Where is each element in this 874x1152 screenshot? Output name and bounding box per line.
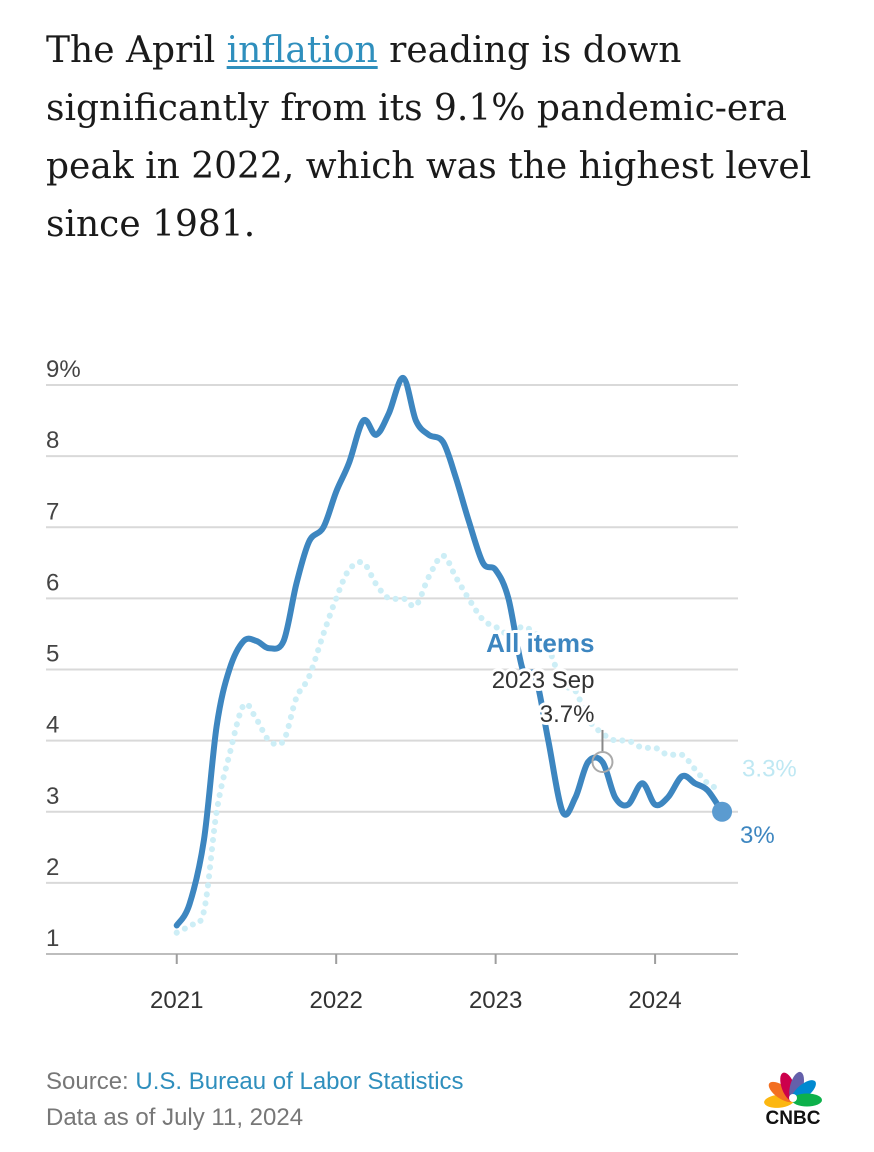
inflation-line-chart: 1 2 3 4 5 6 7 8 9% 2021 2022 2023 2024 3.3% 3% All it… bbox=[46, 356, 797, 1014]
y-tick-label-6: 6 bbox=[46, 569, 59, 596]
x-tick-label-2021: 2021 bbox=[150, 987, 203, 1014]
annotation-date-label: 2023 Sep bbox=[492, 667, 595, 694]
source-line: Source: U.S. Bureau of Labor Statistics bbox=[46, 1064, 464, 1100]
series-end-label: 3% bbox=[740, 822, 775, 849]
x-tick-label-2023: 2023 bbox=[469, 987, 522, 1014]
y-tick-label-5: 5 bbox=[46, 641, 59, 668]
source-link[interactable]: U.S. Bureau of Labor Statistics bbox=[135, 1068, 464, 1095]
dotted-series-end-label: 3.3% bbox=[742, 755, 797, 782]
annotation-value-label: 3.7% bbox=[540, 701, 595, 728]
inflation-link[interactable]: inflation bbox=[226, 30, 378, 71]
y-tick-label-8: 8 bbox=[46, 427, 59, 454]
y-tick-label-1: 1 bbox=[46, 925, 59, 952]
x-tick-label-2022: 2022 bbox=[309, 987, 362, 1014]
data-date-note: Data as of July 11, 2024 bbox=[46, 1104, 304, 1131]
cnbc-logo: CNBC bbox=[764, 1071, 822, 1128]
x-tick-label-2024: 2024 bbox=[628, 987, 681, 1014]
headline-after: reading is down significantly from its 9… bbox=[46, 30, 812, 245]
annotation-series-label: All items bbox=[486, 628, 594, 658]
series-line-all-items bbox=[173, 374, 726, 929]
annotation: All items 2023 Sep 3.7% bbox=[483, 625, 614, 773]
headline: The April inflation reading is down sign… bbox=[46, 22, 836, 254]
cnbc-logo-text: CNBC bbox=[766, 1108, 821, 1128]
peacock-body bbox=[789, 1094, 797, 1102]
annotation-marker bbox=[591, 750, 614, 773]
y-tick-label-7: 7 bbox=[46, 498, 59, 525]
source-prefix: Source: bbox=[46, 1068, 136, 1095]
y-tick-label-9: 9% bbox=[46, 356, 81, 383]
series-line-dotted bbox=[173, 552, 726, 936]
peacock-feather bbox=[792, 1093, 822, 1107]
y-tick-label-4: 4 bbox=[46, 712, 59, 739]
y-tick-label-2: 2 bbox=[46, 854, 59, 881]
grid-lines bbox=[46, 384, 738, 884]
nbc-peacock-icon bbox=[764, 1071, 822, 1108]
series-end-marker bbox=[712, 801, 733, 822]
axes: 1 2 3 4 5 6 7 8 9% 2021 2022 2023 2024 bbox=[46, 356, 738, 1014]
headline-before: The April bbox=[46, 30, 227, 71]
source-block: Source: U.S. Bureau of Labor Statistics … bbox=[46, 1064, 464, 1136]
series-lines: 3.3% 3% bbox=[173, 374, 797, 936]
y-tick-label-3: 3 bbox=[46, 783, 59, 810]
